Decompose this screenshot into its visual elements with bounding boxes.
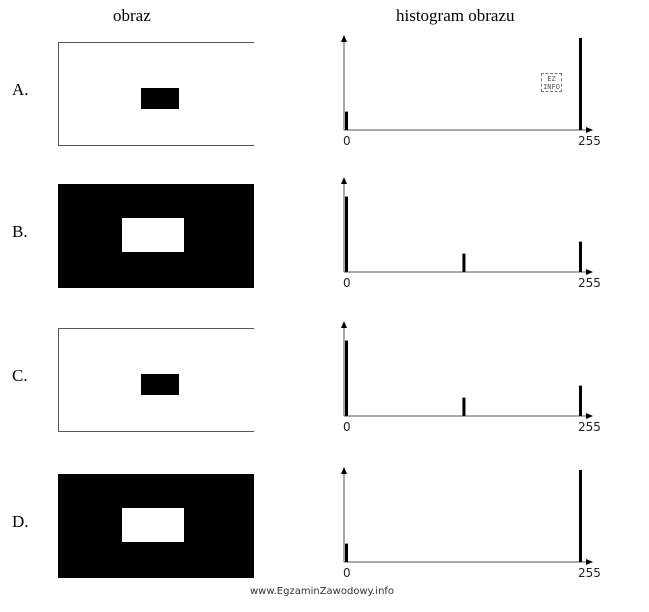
histogram-bar xyxy=(345,543,348,562)
answer-row: C. 0 255 xyxy=(0,321,649,466)
y-axis-arrow xyxy=(341,35,347,42)
x-tick-label-min: 0 xyxy=(343,566,351,580)
inner-rectangle xyxy=(122,508,184,542)
x-tick-label-min: 0 xyxy=(343,420,351,434)
histogram-chart: 0 255 xyxy=(341,177,600,290)
histogram-bar xyxy=(345,111,348,130)
inner-rectangle xyxy=(141,374,179,395)
sample-image xyxy=(58,474,254,578)
histogram-bar xyxy=(579,470,582,562)
x-tick-label-max: 255 xyxy=(578,276,600,290)
histogram-chart: 0 255 xyxy=(341,467,600,580)
y-axis-arrow xyxy=(341,321,347,328)
histogram-bar xyxy=(579,38,582,130)
image-column-title: obraz xyxy=(113,6,151,25)
sample-image xyxy=(58,184,254,288)
histogram-bar xyxy=(345,340,348,416)
histogram-bar xyxy=(579,385,582,416)
x-axis-arrow xyxy=(586,413,593,419)
histogram-bar xyxy=(462,397,466,416)
sample-image xyxy=(58,328,254,432)
histogram-column-title: histogram obrazu xyxy=(396,6,515,25)
histogram-bar xyxy=(462,253,466,272)
row-label: C. xyxy=(12,366,28,385)
y-axis-arrow xyxy=(341,177,347,184)
answer-row: B. 0 255 xyxy=(0,177,649,322)
inner-rectangle xyxy=(122,218,184,252)
histogram-bar xyxy=(345,196,348,272)
histogram-chart: 0 255 xyxy=(341,321,600,434)
histogram-chart: 0 255 xyxy=(341,35,600,148)
answer-row: A. 0 255 xyxy=(0,35,649,180)
x-tick-label-min: 0 xyxy=(343,134,351,148)
row-label: A. xyxy=(12,80,29,99)
histogram-bar xyxy=(579,241,582,272)
x-tick-label-min: 0 xyxy=(343,276,351,290)
x-tick-label-max: 255 xyxy=(578,420,600,434)
x-axis-arrow xyxy=(586,559,593,565)
y-axis-arrow xyxy=(341,467,347,474)
x-axis-arrow xyxy=(586,127,593,133)
sample-image xyxy=(58,42,254,146)
inner-rectangle xyxy=(141,88,179,109)
row-label: B. xyxy=(12,222,28,241)
x-axis-arrow xyxy=(586,269,593,275)
row-label: D. xyxy=(12,512,29,531)
footer-url: www.EgzaminZawodowy.info xyxy=(250,586,395,597)
x-tick-label-max: 255 xyxy=(578,566,600,580)
x-tick-label-max: 255 xyxy=(578,134,600,148)
answer-row: D. 0 255 xyxy=(0,467,649,612)
ezinfo-logo: EZ INFO xyxy=(541,73,562,92)
